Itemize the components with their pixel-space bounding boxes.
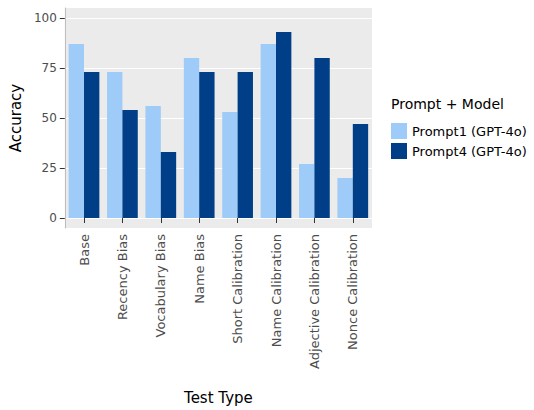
svg-text:0: 0 bbox=[49, 211, 57, 225]
svg-text:Vocabulary Bias: Vocabulary Bias bbox=[153, 234, 168, 338]
svg-text:Recency Bias: Recency Bias bbox=[115, 234, 130, 320]
svg-text:50: 50 bbox=[42, 111, 57, 125]
svg-text:100: 100 bbox=[34, 11, 57, 25]
svg-text:25: 25 bbox=[42, 161, 57, 175]
svg-text:Short Calibration: Short Calibration bbox=[230, 234, 245, 344]
svg-text:Name Calibration: Name Calibration bbox=[269, 234, 284, 347]
svg-text:Nonce Calibration: Nonce Calibration bbox=[345, 234, 360, 350]
svg-text:Test Type: Test Type bbox=[183, 389, 253, 407]
svg-text:Name Bias: Name Bias bbox=[192, 234, 207, 304]
svg-text:75: 75 bbox=[42, 61, 57, 75]
svg-text:Accuracy: Accuracy bbox=[7, 84, 25, 153]
svg-text:Adjective Calibration: Adjective Calibration bbox=[307, 234, 322, 369]
svg-text:Base: Base bbox=[77, 234, 92, 266]
svg-text:Prompt4 (GPT-4o): Prompt4 (GPT-4o) bbox=[412, 144, 527, 159]
svg-text:Prompt + Model: Prompt + Model bbox=[391, 96, 504, 112]
svg-text:Prompt1 (GPT-4o): Prompt1 (GPT-4o) bbox=[412, 124, 527, 139]
